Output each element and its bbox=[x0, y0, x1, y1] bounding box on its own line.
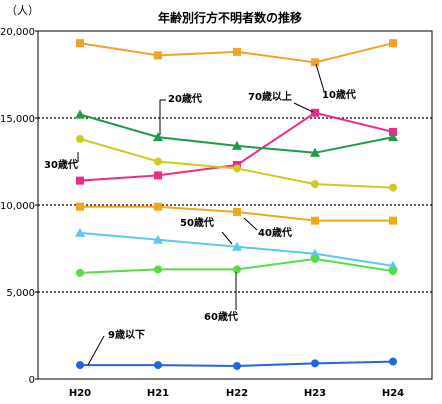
data-point bbox=[76, 202, 84, 211]
series-label-text: 50歳代 bbox=[180, 216, 214, 229]
series-label-text: 60歳代 bbox=[204, 310, 238, 323]
data-point bbox=[389, 127, 397, 136]
leader-line bbox=[315, 63, 325, 92]
axes: 0 5,000 10,000 15,000 20,000 H20 H21 H22 H23 H24 bbox=[0, 27, 433, 399]
data-point bbox=[154, 361, 162, 370]
data-point bbox=[232, 241, 242, 251]
data-point bbox=[75, 109, 85, 119]
data-point bbox=[233, 361, 241, 370]
series-lines bbox=[75, 39, 398, 370]
series-labels: 10歳代 70歳以上 20歳代 30歳代 40歳代 50歳代 60歳代 9歳以下 bbox=[44, 63, 356, 366]
series-label-50歳代: 50歳代 bbox=[180, 216, 233, 245]
series-label-40歳代: 40歳代 bbox=[243, 217, 292, 239]
y-axis-unit-label: （人） bbox=[6, 4, 39, 17]
series-label-30歳代: 30歳代 bbox=[44, 152, 79, 171]
series-10歳代 bbox=[76, 39, 397, 67]
x-tick-label: H22 bbox=[226, 388, 248, 399]
series-label-text: 40歳代 bbox=[258, 226, 292, 239]
leader-line bbox=[293, 102, 314, 113]
data-point bbox=[76, 361, 84, 370]
data-point bbox=[388, 260, 398, 270]
data-point bbox=[233, 265, 241, 274]
y-tick-label: 15,000 bbox=[0, 114, 35, 125]
data-point bbox=[154, 202, 162, 211]
data-point bbox=[310, 248, 320, 258]
chart-title: 年齢別行方不明者数の推移 bbox=[158, 10, 302, 25]
data-point bbox=[76, 39, 84, 48]
data-point bbox=[389, 357, 397, 366]
data-point bbox=[75, 227, 85, 237]
y-tick-label: 0 bbox=[29, 375, 35, 386]
series-label-text: 20歳代 bbox=[168, 92, 202, 105]
series-40歳代 bbox=[76, 202, 397, 225]
series-label-10歳代: 10歳代 bbox=[315, 63, 356, 101]
y-tick-label: 20,000 bbox=[0, 27, 35, 38]
series-20歳代 bbox=[75, 109, 398, 157]
data-point bbox=[311, 180, 319, 189]
series-label-text: 70歳以上 bbox=[248, 90, 292, 103]
data-point bbox=[76, 134, 84, 143]
y-tick-label: 10,000 bbox=[0, 201, 35, 212]
data-point bbox=[389, 183, 397, 192]
series-label-9歳以下: 9歳以下 bbox=[87, 328, 145, 366]
data-point bbox=[310, 147, 320, 157]
series-label-text: 30歳代 bbox=[44, 158, 78, 171]
x-tick-label: H23 bbox=[304, 388, 326, 399]
series-label-70歳以上: 70歳以上 bbox=[248, 90, 314, 113]
data-point bbox=[389, 39, 397, 48]
series-9歳以下 bbox=[76, 357, 397, 370]
series-50歳代 bbox=[75, 227, 398, 270]
data-point bbox=[311, 108, 319, 117]
data-point bbox=[233, 207, 241, 216]
data-point bbox=[233, 47, 241, 56]
series-60歳代 bbox=[76, 254, 397, 277]
x-tick-label: H21 bbox=[147, 388, 169, 399]
data-point bbox=[388, 132, 398, 142]
leader-line bbox=[221, 231, 233, 245]
data-point bbox=[311, 58, 319, 67]
series-label-20歳代: 20歳代 bbox=[159, 92, 202, 135]
y-tick-label: 5,000 bbox=[6, 288, 35, 299]
series-label-60歳代: 60歳代 bbox=[204, 272, 238, 323]
data-point bbox=[389, 267, 397, 276]
data-point bbox=[311, 254, 319, 263]
x-tick-label: H24 bbox=[382, 388, 404, 399]
data-point bbox=[232, 140, 242, 150]
data-point bbox=[233, 164, 241, 173]
data-point bbox=[311, 216, 319, 225]
data-point bbox=[311, 359, 319, 368]
data-point bbox=[153, 234, 163, 244]
data-point bbox=[154, 171, 162, 180]
leader-line bbox=[87, 335, 105, 366]
leader-line bbox=[243, 217, 258, 231]
data-point bbox=[389, 216, 397, 225]
grid-lines bbox=[38, 117, 432, 293]
data-point bbox=[154, 265, 162, 274]
data-point bbox=[153, 132, 163, 142]
x-tick-label: H20 bbox=[69, 388, 91, 399]
series-label-text: 9歳以下 bbox=[108, 328, 145, 341]
data-point bbox=[154, 157, 162, 166]
series-30歳代 bbox=[76, 134, 397, 192]
data-point bbox=[76, 176, 84, 185]
data-point bbox=[154, 51, 162, 60]
data-point bbox=[76, 268, 84, 277]
leader-line bbox=[159, 99, 166, 135]
series-label-text: 10歳代 bbox=[322, 88, 356, 101]
